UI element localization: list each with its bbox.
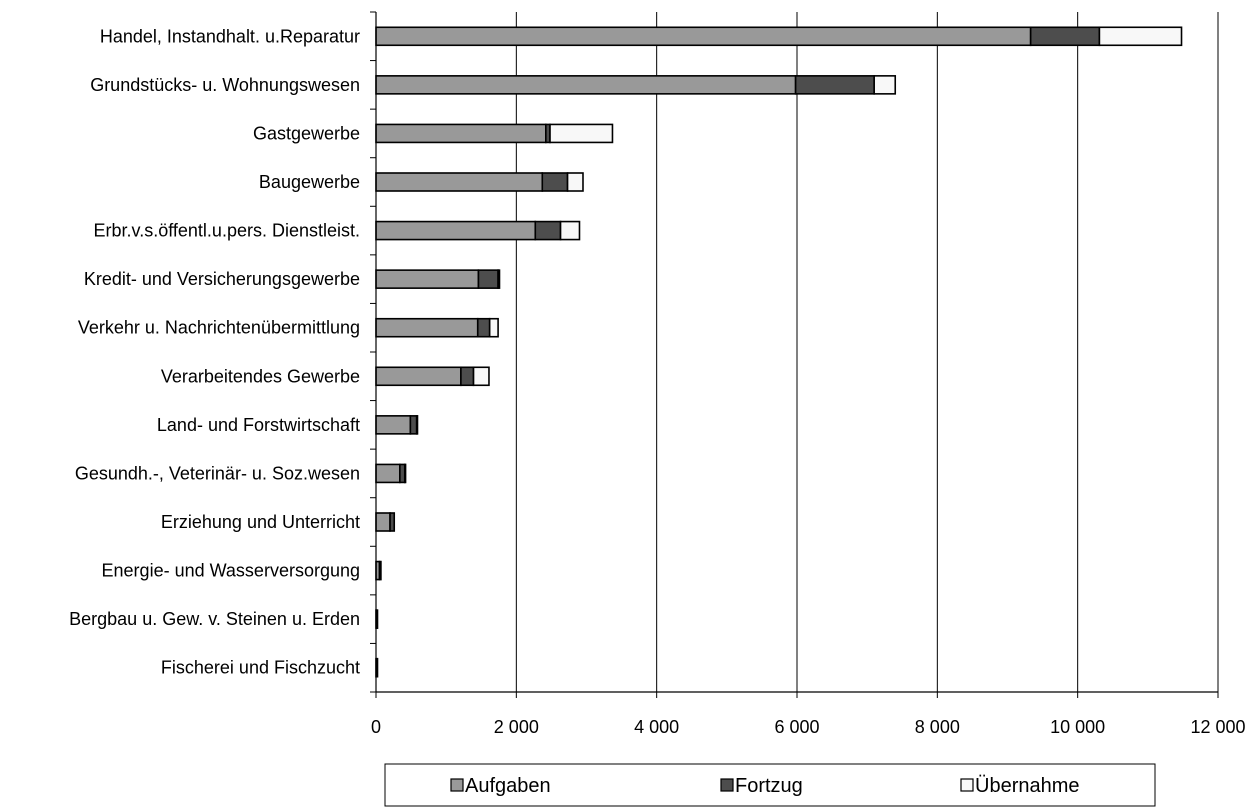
bar-segment-aufgaben: [375, 123, 547, 144]
x-tick-labels: 0 2 000 4 000 6 000 8 000 10 000 12 000: [371, 717, 1246, 737]
legend: Aufgaben Fortzug Übernahme: [384, 763, 1156, 807]
bar-segment-aufgaben: [375, 220, 537, 241]
category-label: Erziehung und Unterricht: [161, 512, 360, 532]
bar-segment-fortzug: [409, 415, 418, 435]
category-label: Gesundh.-, Veterinär- u. Soz.wesen: [75, 463, 360, 483]
bar-segment-aufgaben: [375, 317, 479, 338]
axes: [370, 11, 1219, 698]
bar-segment-fortzug: [375, 657, 379, 678]
category-label: Fischerei und Fischzucht: [161, 658, 360, 678]
category-label: Kredit- und Versicherungsgewerbe: [84, 269, 360, 289]
category-label: Baugewerbe: [259, 172, 360, 192]
legend-box: [384, 763, 1156, 807]
bar-segment-aufgaben: [375, 463, 401, 484]
bar-segment-fortzug: [541, 172, 569, 192]
category-label: Verkehr u. Nachrichtenübermittlung: [78, 318, 360, 338]
bar-segment-übernahme: [566, 172, 584, 192]
x-tick-label: 2 000: [494, 717, 539, 737]
bar-segment-aufgaben: [375, 75, 797, 95]
category-label: Gastgewerbe: [253, 123, 360, 143]
bar-segment-aufgaben: [375, 26, 1032, 47]
bar-segment-aufgaben: [375, 512, 391, 532]
category-label: Erbr.v.s.öffentl.u.pers. Dienstleist.: [94, 221, 360, 241]
bar-segment-aufgaben: [375, 172, 544, 192]
bar-segment-fortzug: [378, 560, 382, 581]
legend-swatch-aufgaben: [450, 778, 464, 792]
category-label: Bergbau u. Gew. v. Steinen u. Erden: [69, 609, 360, 629]
bar-segment-aufgaben: [375, 366, 462, 387]
category-label: Energie- und Wasserversorgung: [102, 561, 360, 581]
x-tick-label: 6 000: [774, 717, 819, 737]
x-tick-label: 8 000: [915, 717, 960, 737]
bar-segment-fortzug: [534, 220, 562, 241]
bar-segment-übernahme: [497, 269, 501, 289]
category-label: Verarbeitendes Gewerbe: [161, 366, 360, 386]
bar-segment-fortzug: [375, 609, 379, 629]
legend-label-übernahme: Übernahme: [975, 775, 1080, 797]
category-labels: Handel, Instandhalt. u.Reparatur Grundstü…: [69, 26, 360, 677]
x-tick-label: 4 000: [634, 717, 679, 737]
category-label: Land- und Forstwirtschaft: [157, 415, 360, 435]
legend-label-fortzug: Fortzug: [735, 775, 803, 797]
bar-segment-fortzug: [794, 75, 875, 95]
bar-segment-fortzug: [477, 269, 499, 289]
legend-swatch-fortzug: [720, 778, 734, 792]
gridlines: [515, 12, 1219, 692]
bar-segment-übernahme: [1098, 26, 1183, 47]
x-tick-label: 10 000: [1050, 717, 1105, 737]
bar-segment-übernahme: [415, 415, 419, 435]
bar-segment-übernahme: [559, 220, 581, 241]
x-tick-label: 0: [371, 717, 381, 737]
bar-segment-fortzug: [1029, 26, 1101, 47]
bar-segment-übernahme: [549, 123, 614, 144]
bars: [375, 26, 1183, 678]
x-tick-label: 12 000: [1190, 717, 1245, 737]
category-label: Grundstücks- u. Wohnungswesen: [90, 75, 360, 95]
category-label: Handel, Instandhalt. u.Reparatur: [100, 26, 360, 46]
bar-segment-übernahme: [873, 75, 897, 95]
legend-swatch-übernahme: [960, 778, 974, 792]
bar-segment-aufgaben: [375, 415, 412, 435]
bar-segment-fortzug: [460, 366, 475, 387]
bar-segment-fortzug: [476, 317, 491, 338]
bar-segment-übernahme: [472, 366, 490, 387]
bar-segment-aufgaben: [375, 269, 480, 289]
bar-segment-übernahme: [403, 463, 407, 484]
legend-label-aufgaben: Aufgaben: [465, 775, 551, 797]
bar-segment-fortzug: [389, 512, 396, 532]
bar-segment-übernahme: [488, 317, 499, 338]
